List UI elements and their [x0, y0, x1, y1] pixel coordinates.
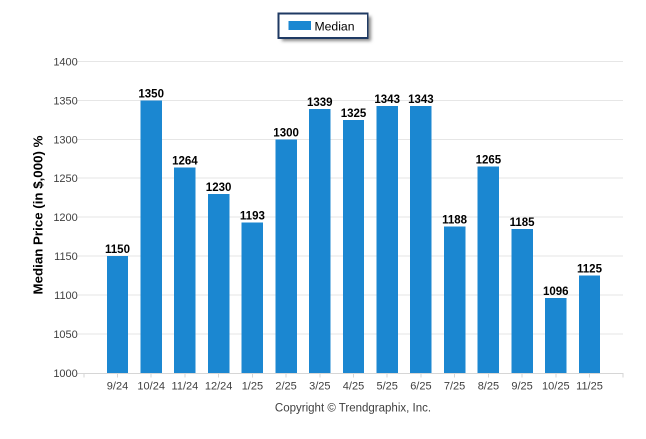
- svg-text:Copyright © Trendgraphix, Inc.: Copyright © Trendgraphix, Inc.: [275, 403, 431, 415]
- svg-text:1350: 1350: [53, 95, 77, 107]
- svg-text:1150: 1150: [54, 251, 78, 263]
- svg-text:1000: 1000: [53, 368, 77, 380]
- svg-text:1339: 1339: [307, 97, 333, 109]
- svg-text:10/25: 10/25: [542, 381, 570, 393]
- svg-text:8/25: 8/25: [478, 381, 499, 393]
- svg-text:1050: 1050: [53, 329, 77, 341]
- svg-text:1300: 1300: [53, 134, 77, 146]
- svg-text:1150: 1150: [105, 244, 130, 256]
- svg-text:1125: 1125: [577, 264, 603, 276]
- svg-text:1300: 1300: [273, 127, 299, 139]
- svg-text:1193: 1193: [240, 211, 265, 223]
- svg-text:5/25: 5/25: [376, 381, 397, 393]
- svg-text:1325: 1325: [341, 108, 367, 120]
- svg-text:1400: 1400: [53, 56, 77, 68]
- svg-text:9/24: 9/24: [107, 381, 128, 393]
- svg-text:1188: 1188: [442, 215, 468, 227]
- svg-text:Median: Median: [315, 20, 355, 34]
- svg-text:1343: 1343: [374, 94, 400, 106]
- svg-text:3/25: 3/25: [309, 381, 330, 393]
- svg-text:1250: 1250: [53, 173, 77, 185]
- svg-text:Median Price (in $,000) %: Median Price (in $,000) %: [30, 135, 45, 294]
- svg-text:9/25: 9/25: [511, 381, 532, 393]
- svg-text:2/25: 2/25: [275, 381, 296, 393]
- svg-text:1343: 1343: [408, 94, 434, 106]
- svg-text:4/25: 4/25: [343, 381, 364, 393]
- svg-text:1096: 1096: [543, 286, 569, 298]
- svg-text:11/24: 11/24: [172, 381, 199, 393]
- svg-text:12/24: 12/24: [205, 381, 233, 393]
- svg-text:1265: 1265: [476, 155, 502, 167]
- svg-text:1230: 1230: [206, 182, 232, 194]
- svg-text:7/25: 7/25: [444, 381, 465, 393]
- svg-text:1264: 1264: [172, 155, 198, 167]
- svg-text:6/25: 6/25: [410, 381, 431, 393]
- svg-text:1200: 1200: [53, 212, 77, 224]
- svg-text:1350: 1350: [138, 88, 164, 100]
- svg-text:1185: 1185: [510, 217, 536, 229]
- svg-text:10/24: 10/24: [137, 381, 165, 393]
- svg-text:1100: 1100: [54, 290, 78, 302]
- svg-text:1/25: 1/25: [242, 381, 263, 393]
- svg-text:11/25: 11/25: [576, 381, 603, 393]
